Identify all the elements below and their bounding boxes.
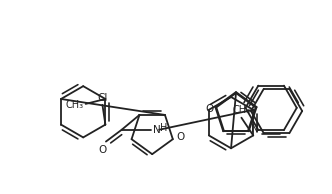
- Text: O: O: [205, 104, 213, 114]
- Text: O: O: [177, 132, 185, 142]
- Text: N: N: [153, 125, 161, 135]
- Text: N: N: [251, 124, 259, 133]
- Text: CH₃: CH₃: [66, 100, 84, 110]
- Text: H: H: [160, 123, 168, 133]
- Text: CH₃: CH₃: [232, 105, 250, 115]
- Text: O: O: [99, 146, 107, 156]
- Text: Cl: Cl: [97, 93, 108, 103]
